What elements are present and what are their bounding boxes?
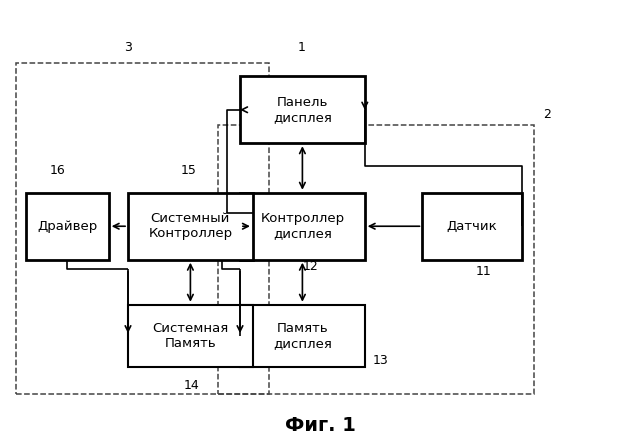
Bar [218, 125, 534, 394]
FancyBboxPatch shape [422, 193, 522, 260]
Text: 1: 1 [298, 40, 306, 54]
FancyBboxPatch shape [240, 305, 365, 367]
Text: 15: 15 [181, 164, 196, 177]
FancyBboxPatch shape [26, 193, 109, 260]
Text: Драйвер: Драйвер [37, 220, 97, 233]
Text: Системная
Память: Системная Память [152, 322, 228, 350]
Text: Датчик: Датчик [447, 220, 497, 233]
Text: 2: 2 [543, 108, 551, 121]
FancyBboxPatch shape [128, 193, 253, 260]
Text: Контроллер
дисплея: Контроллер дисплея [260, 212, 344, 240]
Text: 3: 3 [124, 40, 132, 54]
Text: 13: 13 [373, 354, 388, 367]
Bar [16, 63, 269, 394]
FancyBboxPatch shape [240, 76, 365, 143]
Text: 16: 16 [50, 164, 65, 177]
Text: Память
дисплея: Память дисплея [273, 322, 332, 350]
Text: Фиг. 1: Фиг. 1 [285, 416, 355, 435]
FancyBboxPatch shape [240, 193, 365, 260]
FancyBboxPatch shape [128, 305, 253, 367]
Text: 11: 11 [476, 264, 491, 278]
Text: Системный
Контроллер: Системный Контроллер [148, 212, 232, 240]
Text: 12: 12 [303, 260, 318, 273]
Text: Панель
дисплея: Панель дисплея [273, 96, 332, 124]
Text: 14: 14 [184, 379, 200, 392]
